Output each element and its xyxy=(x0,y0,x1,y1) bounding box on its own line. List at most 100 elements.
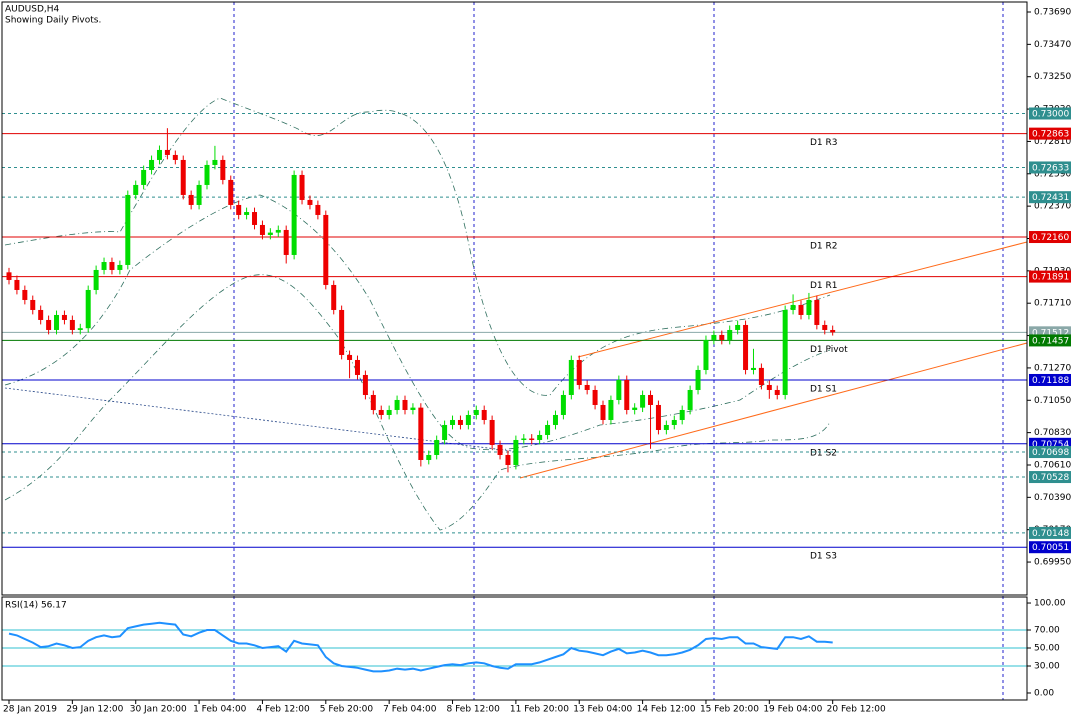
candle-body xyxy=(442,424,448,440)
axes: 0.736900.734700.732500.730300.728100.725… xyxy=(3,8,1071,715)
candle-body xyxy=(180,159,186,195)
candle-body xyxy=(418,407,424,460)
candle-body xyxy=(560,394,566,415)
candle-body xyxy=(410,407,416,410)
candle-body xyxy=(164,149,170,155)
level-label: 0.70148 xyxy=(1032,529,1069,539)
candle-body xyxy=(529,438,535,440)
level-label-box xyxy=(1029,526,1071,539)
candle-body xyxy=(830,329,836,333)
candle-body xyxy=(655,404,661,430)
chart-subtitle: Showing Daily Pivots. xyxy=(5,16,101,26)
candle-body xyxy=(822,324,828,330)
candle-body xyxy=(489,419,495,445)
candle-body xyxy=(790,304,796,310)
candle-body xyxy=(172,154,178,160)
candle-body xyxy=(156,149,162,160)
x-tick-label: 28 Jan 2019 xyxy=(3,705,57,715)
level-label: 0.72863 xyxy=(1032,130,1069,140)
level-label: 0.71891 xyxy=(1032,273,1069,283)
candle-body xyxy=(750,367,756,370)
candle-body xyxy=(505,454,511,465)
candle-body xyxy=(77,328,83,330)
candle-body xyxy=(61,314,67,320)
candle-body xyxy=(727,329,733,340)
candle-body xyxy=(228,179,234,205)
candle-body xyxy=(671,419,677,425)
x-tick-label: 1 Feb 04:00 xyxy=(193,705,247,715)
candle-body xyxy=(370,394,376,410)
level-label: 0.72431 xyxy=(1032,193,1069,203)
candle-body xyxy=(236,204,242,215)
rsi-panel xyxy=(2,621,1027,673)
candle-body xyxy=(196,184,202,205)
candle-body xyxy=(758,367,764,385)
x-tick-label: 5 Feb 20:00 xyxy=(320,705,374,715)
candle-body xyxy=(101,262,107,270)
candle-body xyxy=(719,334,725,340)
level-label: 0.71188 xyxy=(1032,376,1069,386)
candle-body xyxy=(46,319,52,330)
level-label-box xyxy=(1029,471,1071,484)
candle-body xyxy=(465,414,471,425)
candle-body xyxy=(545,424,551,435)
main-frame xyxy=(1,1,1028,596)
candle-body xyxy=(434,439,440,455)
candle-body xyxy=(69,319,75,330)
candle-body xyxy=(774,389,780,395)
candle-body xyxy=(275,229,281,233)
pivot-name: D1 R3 xyxy=(810,138,838,148)
rsi-tick-label: 50.00 xyxy=(1034,644,1060,654)
rsi-tick-label: 0.00 xyxy=(1034,688,1054,698)
x-tick-label: 20 Feb 12:00 xyxy=(827,705,886,715)
candle-body xyxy=(600,404,606,420)
y-tick-label: 0.71050 xyxy=(1034,396,1071,406)
candle-body xyxy=(473,409,479,415)
candle-body xyxy=(212,159,218,165)
y-tick-label: 0.69950 xyxy=(1034,558,1071,568)
candle-body xyxy=(687,389,693,410)
y-tick-label: 0.70830 xyxy=(1034,428,1071,438)
candle-body xyxy=(283,229,289,255)
candle-body xyxy=(339,309,345,355)
candle-body xyxy=(6,272,12,280)
rsi-title: RSI(14) 56.17 xyxy=(5,601,67,611)
candle-body xyxy=(782,309,788,395)
candle-body xyxy=(30,299,36,310)
x-tick-label: 8 Feb 12:00 xyxy=(447,705,501,715)
candle-body xyxy=(537,434,543,440)
candle-body xyxy=(608,399,614,420)
x-tick-label: 15 Feb 20:00 xyxy=(700,705,759,715)
level-label: 0.72633 xyxy=(1032,163,1069,173)
candle-body xyxy=(592,389,598,405)
candle-body xyxy=(204,164,210,185)
levels: D1 R3 D1 R2 D1 R1 D1 Pivot D1 S1 D1 S2 D1 S3 xyxy=(2,112,1027,562)
candle-body xyxy=(291,174,297,255)
rsi-line xyxy=(8,621,833,673)
candle-body xyxy=(798,304,804,315)
pivot-name: D1 R2 xyxy=(810,242,838,252)
y-tick-label: 0.73250 xyxy=(1034,72,1071,82)
y-tick-label: 0.72590 xyxy=(1034,169,1071,179)
candle-body xyxy=(220,159,226,180)
rsi-tick-label: 100.00 xyxy=(1034,599,1066,609)
level-label: 0.70051 xyxy=(1032,543,1069,553)
candle-body xyxy=(188,194,194,205)
candle-body xyxy=(695,369,701,390)
candle-body xyxy=(450,419,456,425)
candle-body xyxy=(457,419,463,425)
rsi-tick-label: 30.00 xyxy=(1034,661,1060,671)
level-label-box xyxy=(1029,107,1071,120)
candle-body xyxy=(576,359,582,385)
candle-body xyxy=(814,299,820,325)
level-label-box xyxy=(1029,373,1071,386)
chart-title: AUDUSD,H4 xyxy=(5,5,60,15)
candle-body xyxy=(244,212,250,215)
candle-body xyxy=(521,438,527,440)
pivot-name: D1 Pivot xyxy=(810,345,848,355)
x-tick-label: 7 Feb 04:00 xyxy=(383,705,437,715)
candle-body xyxy=(362,374,368,395)
level-label-box xyxy=(1029,191,1071,204)
candle-body xyxy=(141,169,147,185)
candle-body xyxy=(743,324,749,370)
